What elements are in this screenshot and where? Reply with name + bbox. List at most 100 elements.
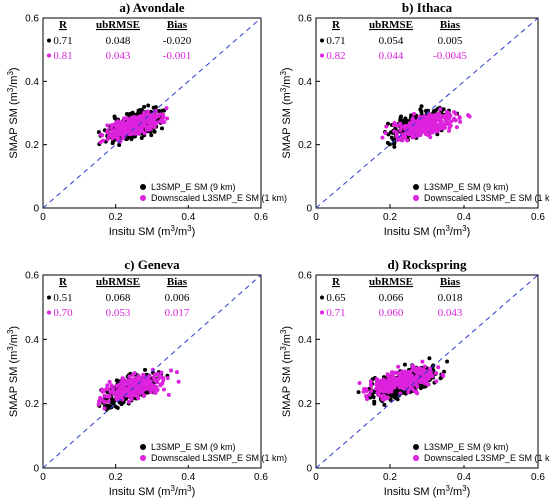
x-tick-label: 0.4 [181, 212, 195, 223]
stats-value: 0.81 [53, 50, 72, 62]
data-point [174, 370, 179, 375]
data-point [406, 369, 411, 374]
legend-label: L3SMP_E SM (9 km) [424, 442, 509, 452]
data-point [136, 131, 141, 136]
data-point [440, 372, 445, 377]
y-axis-label: SMAP SM (m3/m3) [6, 67, 20, 158]
data-point [427, 356, 432, 361]
data-point [105, 137, 110, 142]
data-point [164, 106, 169, 111]
y-tick-label: 0 [306, 204, 312, 215]
data-point [369, 388, 374, 393]
data-point [410, 364, 415, 369]
panel-title: c) Geneva [124, 257, 180, 272]
data-point [382, 402, 387, 407]
stats-value: 0.066 [379, 292, 404, 304]
data-point [453, 112, 458, 117]
x-tick-label: 0 [40, 212, 46, 223]
data-point [117, 393, 122, 398]
panel-1: a) Avondale 0 0.2 0.4 0.6 0 0.2 0.4 0.6 Insitu SM… [6, 0, 287, 238]
legend-marker [140, 195, 146, 201]
data-point [398, 116, 403, 121]
series-downscaled-1km [380, 107, 472, 143]
data-point [136, 374, 141, 379]
data-point [161, 112, 166, 117]
data-point [407, 127, 412, 132]
data-point [431, 109, 436, 114]
data-point [443, 117, 448, 122]
data-point [139, 107, 144, 112]
data-point [136, 117, 141, 122]
data-point [114, 397, 119, 402]
panel-4: d) Rockspring 0 0.2 0.4 0.6 0 0.2 0.4 0.6 Insitu … [279, 257, 550, 498]
data-point [378, 388, 383, 393]
data-point [98, 140, 103, 145]
data-point [169, 368, 174, 373]
data-point [411, 111, 416, 116]
data-point [158, 119, 163, 124]
legend-marker [413, 184, 419, 190]
data-point [388, 397, 393, 402]
data-point [139, 123, 144, 128]
y-tick-label: 0.6 [25, 271, 39, 282]
data-point [106, 399, 111, 404]
legend-box [135, 179, 259, 205]
data-point [385, 388, 390, 393]
series-downscaled-1km [96, 367, 181, 411]
data-point [98, 132, 103, 137]
data-point [378, 381, 383, 386]
x-axis-label: Insitu SM (m3/m3) [384, 224, 471, 238]
stats-header: Bias [440, 276, 461, 288]
x-tick-label: 0.2 [383, 472, 397, 483]
data-point [434, 379, 439, 384]
stats-row-marker [47, 38, 51, 43]
data-point [435, 112, 440, 117]
data-point [421, 371, 426, 376]
data-point [361, 389, 366, 394]
data-point [146, 103, 151, 108]
stats-value: 0.65 [326, 292, 346, 304]
stats-value: 0.043 [438, 307, 463, 319]
data-point [392, 144, 397, 149]
data-point [118, 139, 123, 144]
stats-header: ubRMSE [96, 276, 140, 288]
data-point [161, 115, 166, 120]
data-point [145, 124, 150, 129]
data-point [143, 379, 148, 384]
x-tick-label: 0.6 [531, 472, 545, 483]
data-point [392, 129, 397, 134]
data-point [376, 384, 381, 389]
plot-frame [42, 274, 262, 469]
data-point [420, 359, 425, 364]
data-point [159, 370, 164, 375]
data-point [143, 367, 148, 372]
data-point [104, 394, 109, 399]
stats-value: 0.51 [53, 292, 72, 304]
data-point [382, 393, 387, 398]
stats-value: 0.043 [106, 50, 131, 62]
data-point [371, 395, 376, 400]
data-point [125, 380, 130, 385]
data-point [356, 390, 361, 395]
x-tick-label: 0.2 [109, 212, 123, 223]
panel-title: b) Ithaca [402, 0, 453, 15]
data-point [423, 123, 428, 128]
y-tick-label: 0.6 [298, 14, 312, 25]
data-point [385, 395, 390, 400]
stats-value: 0.044 [379, 50, 404, 62]
data-point [445, 111, 450, 116]
x-axis-label: Insitu SM (m3/m3) [384, 484, 471, 498]
data-point [150, 385, 155, 390]
y-tick-label: 0.4 [25, 77, 39, 88]
data-point [133, 393, 138, 398]
data-point [158, 382, 163, 387]
legend-marker [140, 444, 146, 450]
data-point [427, 127, 432, 132]
stats-row-marker [320, 310, 324, 315]
data-point [428, 366, 433, 371]
data-point [122, 387, 127, 392]
data-point [414, 366, 419, 371]
data-point [127, 374, 132, 379]
x-tick-label: 0 [40, 472, 46, 483]
